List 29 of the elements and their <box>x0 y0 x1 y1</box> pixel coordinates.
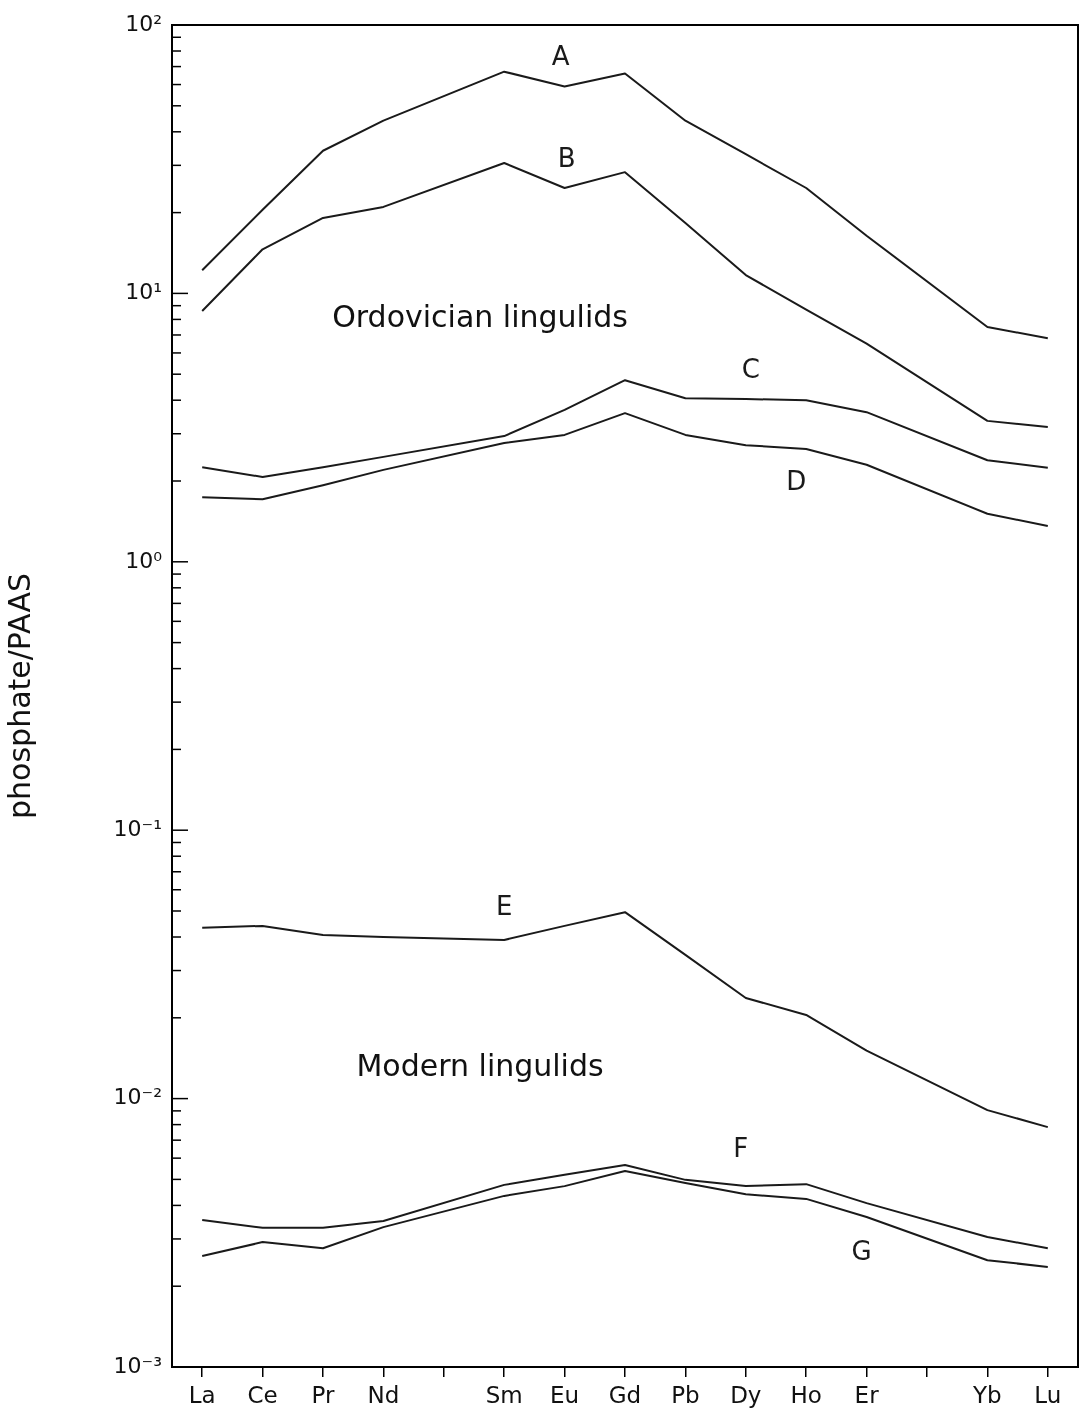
y-tick-label: 10⁻¹ <box>113 815 162 841</box>
x-tick-label: Eu <box>550 1381 580 1408</box>
x-tick-label: Er <box>854 1381 880 1408</box>
annotation: Ordovician lingulids <box>332 298 628 334</box>
y-tick-label: 10⁰ <box>125 547 163 573</box>
annotation: Modern lingulids <box>356 1047 604 1083</box>
series-label: D <box>786 465 807 496</box>
y-tick-label: 10⁻² <box>113 1084 162 1110</box>
y-tick-label: 10¹ <box>125 279 162 305</box>
x-tick-label: Nd <box>367 1381 400 1408</box>
series-label: A <box>551 41 570 72</box>
series-label: B <box>557 142 576 173</box>
y-tick-label: 10² <box>125 10 162 36</box>
series-label: C <box>741 353 760 384</box>
x-tick-label: Ce <box>247 1381 278 1408</box>
x-tick-label: Pr <box>311 1381 335 1408</box>
x-tick-label: Sm <box>485 1381 523 1408</box>
x-tick-label: Gd <box>608 1381 642 1408</box>
series-label: E <box>495 890 513 921</box>
series-label: F <box>733 1132 749 1163</box>
x-tick-label: Ho <box>790 1381 822 1408</box>
x-tick-label: Pb <box>671 1381 700 1408</box>
y-axis-title: phosphate/PAAS <box>1 573 37 819</box>
y-tick-label: 10⁻³ <box>113 1352 162 1378</box>
series-label: G <box>851 1235 872 1266</box>
x-tick-label: La <box>188 1381 216 1408</box>
x-tick-label: Lu <box>1034 1381 1062 1408</box>
x-tick-label: Yb <box>972 1381 1002 1408</box>
x-tick-label: Dy <box>730 1381 762 1408</box>
